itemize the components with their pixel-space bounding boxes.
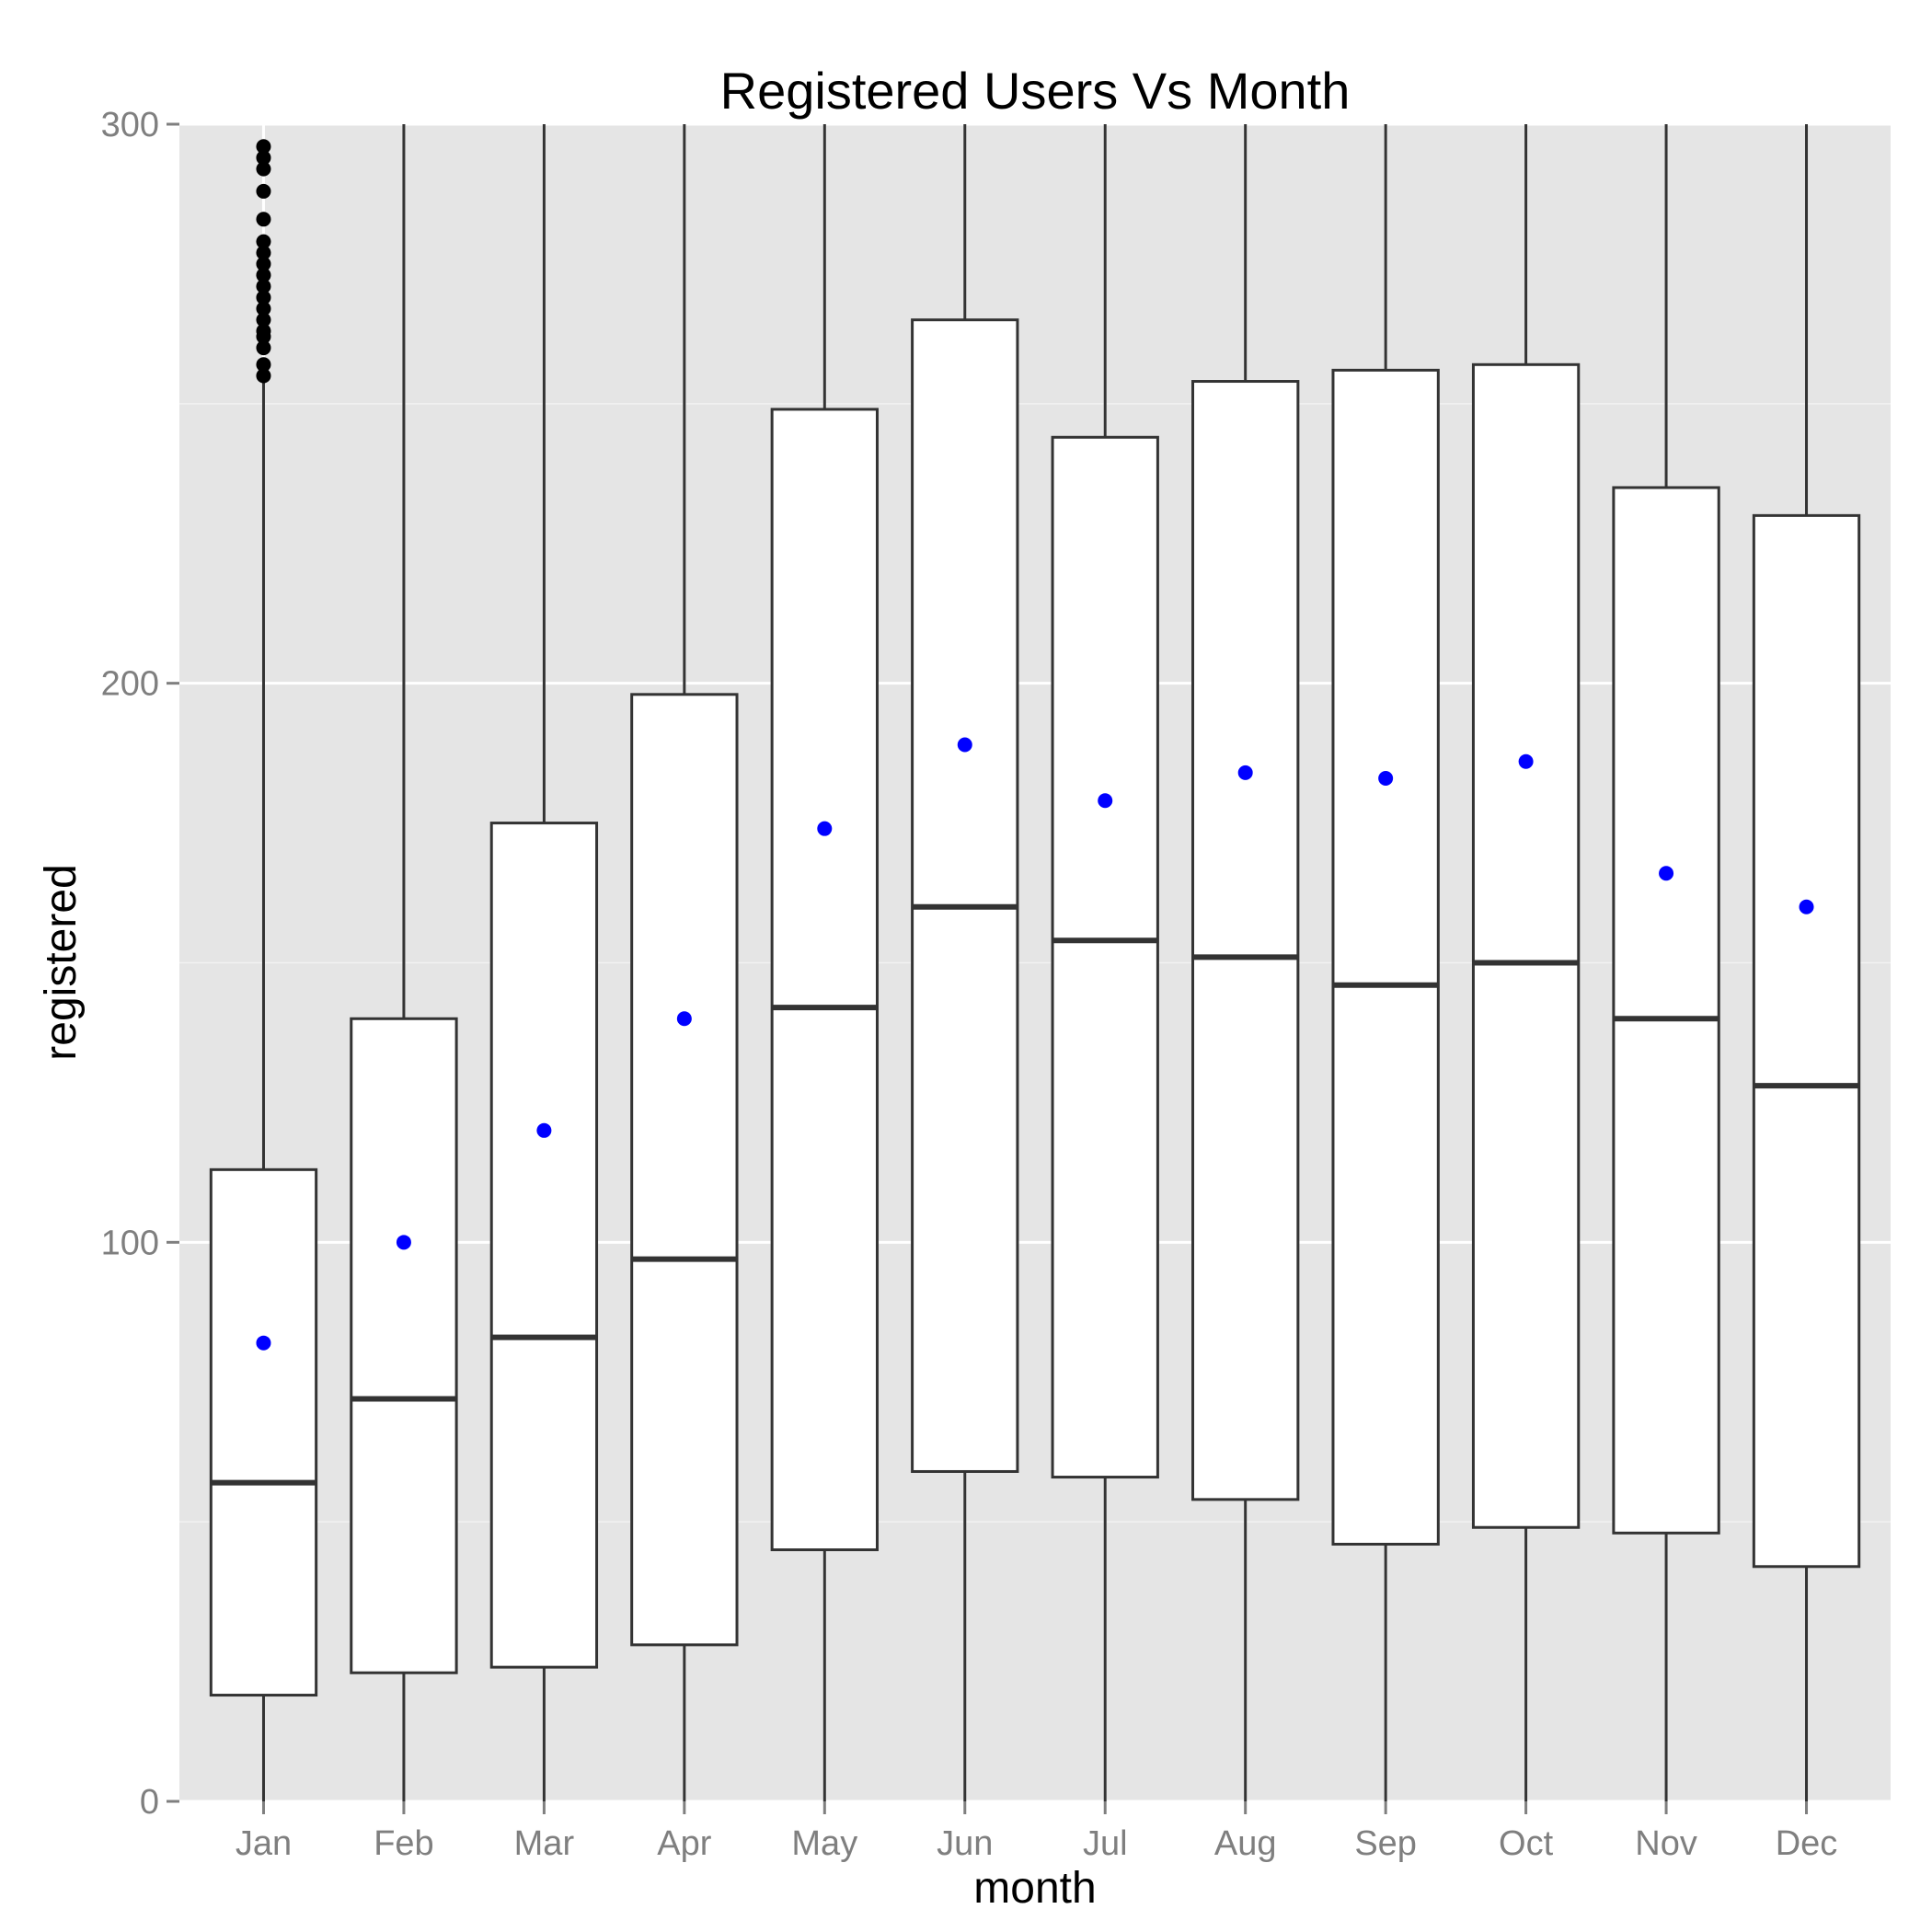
x-tick-label: Jul	[1083, 1824, 1128, 1863]
box-iqr	[770, 408, 879, 1552]
x-tick-label: Jun	[937, 1824, 993, 1863]
mean-point	[1799, 899, 1814, 914]
mean-point	[1659, 866, 1674, 881]
box-iqr	[209, 1167, 318, 1697]
x-tick-label: Jan	[236, 1824, 292, 1863]
y-tick-label: 0	[140, 1783, 159, 1822]
box-group-may	[770, 124, 879, 1801]
mean-point	[957, 737, 972, 753]
outlier-point	[256, 183, 271, 199]
x-tick-label: Oct	[1499, 1824, 1554, 1863]
box-iqr	[1612, 486, 1720, 1535]
axes: 0 100 200 300 Jan Feb Mar Apr May Jun Jul Aug Sep Oct…	[101, 106, 1838, 1863]
box-group-jun	[911, 124, 1019, 1801]
chart-title: Registered Users Vs Month	[720, 62, 1351, 120]
outlier-point	[256, 340, 271, 356]
box-series	[209, 124, 1861, 1801]
y-tick-label: 200	[101, 665, 159, 704]
box-group-jan	[209, 139, 318, 1801]
mean-point	[676, 1011, 692, 1027]
x-axis-title: month	[973, 1864, 1096, 1913]
box-iqr	[1471, 362, 1581, 1529]
x-tick-label: Dec	[1776, 1824, 1838, 1863]
mean-point	[536, 1122, 552, 1138]
mean-point	[1378, 770, 1394, 786]
mean-point	[817, 821, 833, 836]
x-tick-label: Aug	[1214, 1824, 1277, 1863]
x-tick-label: Mar	[514, 1824, 575, 1863]
outlier-point	[256, 312, 271, 328]
box-group-apr	[630, 124, 739, 1801]
box-iqr	[1752, 513, 1861, 1569]
outlier-point	[256, 368, 271, 384]
box-iqr	[630, 693, 739, 1647]
outlier-point	[256, 245, 271, 260]
box-iqr	[1331, 368, 1440, 1546]
mean-point	[1237, 765, 1253, 780]
mean-point	[1098, 793, 1113, 809]
box-iqr	[911, 318, 1019, 1473]
box-iqr	[1191, 380, 1300, 1501]
box-group-oct	[1471, 124, 1581, 1801]
x-tick-label: Sep	[1354, 1824, 1417, 1863]
outlier-point	[256, 268, 271, 283]
mean-point	[396, 1235, 411, 1250]
box-iqr	[489, 822, 599, 1669]
box-group-jul	[1051, 124, 1159, 1801]
box-iqr	[1051, 435, 1159, 1479]
mean-point	[256, 1335, 271, 1351]
x-tick-label: Apr	[657, 1824, 711, 1863]
y-tick-label: 300	[101, 106, 159, 144]
box-group-feb	[350, 124, 458, 1801]
x-tick-label: May	[791, 1824, 857, 1863]
outlier-point	[256, 161, 271, 177]
box-group-mar	[489, 124, 599, 1801]
box-group-nov	[1612, 124, 1720, 1801]
x-tick-label: Nov	[1635, 1824, 1697, 1863]
outlier-point	[256, 150, 271, 166]
outlier-point	[256, 323, 271, 339]
outlier-point	[256, 357, 271, 373]
box-group-aug	[1191, 124, 1300, 1801]
x-tick-label: Feb	[374, 1824, 433, 1863]
outlier-point	[256, 256, 271, 271]
outlier-point	[256, 279, 271, 294]
outlier-point	[256, 212, 271, 227]
outlier-point	[256, 290, 271, 305]
box-group-sep	[1331, 124, 1440, 1801]
box-group-dec	[1752, 124, 1861, 1801]
mean-point	[1518, 753, 1534, 769]
box-iqr	[350, 1017, 458, 1674]
outlier-point	[256, 139, 271, 155]
y-tick-label: 100	[101, 1224, 159, 1262]
outlier-point	[256, 234, 271, 249]
outlier-point	[256, 301, 271, 316]
y-axis-title: registered	[37, 864, 86, 1060]
